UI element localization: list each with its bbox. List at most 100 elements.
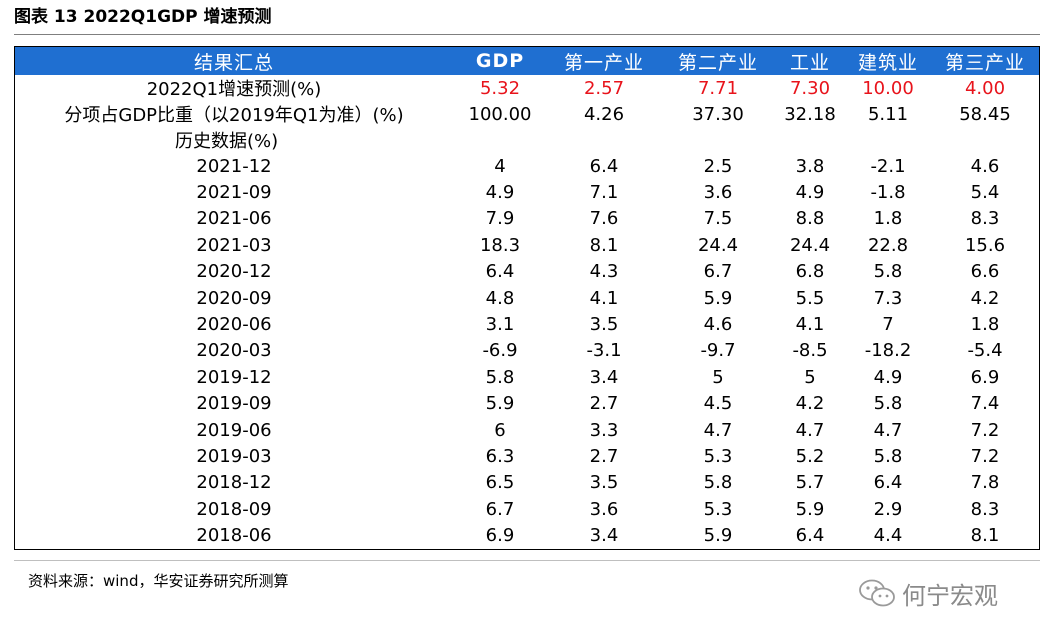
history-secondary: 5.8 (703, 472, 733, 494)
history-period: 2021-12 (196, 155, 272, 177)
history-period: 2019-09 (196, 393, 272, 415)
history-row: 2019-06 6 3.3 4.7 4.7 4.7 7.2 (15, 417, 1039, 443)
history-industry: 6.8 (795, 261, 825, 283)
history-period: 2018-12 (196, 472, 272, 494)
history-tertiary: -5.4 (967, 340, 1003, 362)
history-construction: 2.9 (873, 498, 903, 520)
forecast-label: 2022Q1增速预测(%) (146, 79, 322, 100)
history-industry: 4.1 (795, 313, 825, 335)
history-industry: 6.4 (795, 525, 825, 547)
watermark: 何宁宏观 (858, 576, 998, 610)
history-period: 2019-12 (196, 366, 272, 388)
share-primary: 4.26 (583, 103, 625, 125)
share-construction: 5.11 (867, 103, 909, 125)
history-construction: 4.9 (873, 366, 903, 388)
history-row: 2020-09 4.8 4.1 5.9 5.5 7.3 4.2 (15, 285, 1039, 311)
history-tertiary: 6.6 (970, 261, 1000, 283)
history-gdp: 4 (494, 155, 506, 177)
history-gdp: 5.9 (485, 393, 515, 415)
gdp-forecast-table: 结果汇总 GDP 第一产业 第二产业 工业 建筑业 第三产业 2022Q1增速预… (14, 46, 1040, 550)
history-construction: 5.8 (873, 261, 903, 283)
history-tertiary: 4.6 (970, 155, 1000, 177)
history-primary: 2.7 (589, 445, 619, 467)
history-gdp: 5.8 (485, 366, 515, 388)
history-secondary: 4.7 (703, 419, 733, 441)
history-tertiary: 15.6 (964, 234, 1006, 256)
history-primary: 8.1 (589, 234, 619, 256)
history-period: 2019-03 (196, 445, 272, 467)
history-construction: -2.1 (870, 155, 906, 177)
history-primary: 7.1 (589, 181, 619, 203)
history-industry: 8.8 (795, 208, 825, 230)
history-primary: 3.3 (589, 419, 619, 441)
history-industry: 4.9 (795, 181, 825, 203)
history-label: 历史数据(%) (175, 131, 279, 152)
history-tertiary: 8.1 (970, 525, 1000, 547)
history-row: 2021-06 7.9 7.6 7.5 8.8 1.8 8.3 (15, 206, 1039, 232)
history-gdp: 6.3 (485, 445, 515, 467)
history-industry: 5.5 (795, 287, 825, 309)
history-construction: -18.2 (864, 340, 912, 362)
history-row: 2019-03 6.3 2.7 5.3 5.2 5.8 7.2 (15, 443, 1039, 469)
watermark-text: 何宁宏观 (902, 581, 998, 610)
history-secondary: 5 (712, 366, 724, 388)
wechat-icon (859, 579, 895, 607)
source-note: 资料来源：wind，华安证券研究所测算 (28, 572, 289, 590)
share-secondary: 37.30 (692, 103, 744, 125)
header-construction: 建筑业 (857, 51, 918, 74)
header-tertiary-industry: 第三产业 (944, 51, 1025, 74)
history-secondary: 5.9 (703, 287, 733, 309)
share-gdp: 100.00 (468, 103, 532, 125)
history-tertiary: 4.2 (970, 287, 1000, 309)
history-primary: 4.3 (589, 261, 619, 283)
history-tertiary: 1.8 (970, 313, 1000, 335)
history-row: 2020-06 3.1 3.5 4.6 4.1 7 1.8 (15, 311, 1039, 337)
history-period: 2021-06 (196, 208, 272, 230)
history-tertiary: 7.2 (970, 445, 1000, 467)
forecast-construction: 10.00 (862, 77, 914, 99)
history-industry: 5.7 (795, 472, 825, 494)
forecast-gdp: 5.32 (479, 77, 521, 99)
history-primary: 7.6 (589, 208, 619, 230)
history-row: 2019-09 5.9 2.7 4.5 4.2 5.8 7.4 (15, 391, 1039, 417)
history-row: 2021-09 4.9 7.1 3.6 4.9 -1.8 5.4 (15, 179, 1039, 205)
history-primary: 3.4 (589, 366, 619, 388)
forecast-tertiary: 4.00 (964, 77, 1006, 99)
history-period: 2020-06 (196, 313, 272, 335)
history-row: 2020-12 6.4 4.3 6.7 6.8 5.8 6.6 (15, 259, 1039, 285)
history-tertiary: 7.2 (970, 419, 1000, 441)
history-industry: 24.4 (789, 234, 831, 256)
history-primary: 3.5 (589, 472, 619, 494)
history-secondary: -9.7 (700, 340, 736, 362)
forecast-secondary: 7.71 (697, 77, 739, 99)
history-period: 2018-09 (196, 498, 272, 520)
history-period: 2021-09 (196, 181, 272, 203)
history-primary: 3.5 (589, 313, 619, 335)
history-industry: 3.8 (795, 155, 825, 177)
history-period: 2021-03 (196, 234, 272, 256)
history-tertiary: 6.9 (970, 366, 1000, 388)
header-gdp: GDP (475, 50, 525, 72)
history-construction: 1.8 (873, 208, 903, 230)
history-primary: -3.1 (586, 340, 622, 362)
share-tertiary: 58.45 (959, 103, 1011, 125)
history-secondary: 5.3 (703, 445, 733, 467)
history-secondary: 4.5 (703, 393, 733, 415)
history-gdp: 4.9 (485, 181, 515, 203)
history-secondary: 5.3 (703, 498, 733, 520)
history-construction: 5.8 (873, 393, 903, 415)
header-summary: 结果汇总 (193, 51, 274, 74)
history-industry: 5.2 (795, 445, 825, 467)
header-secondary-industry: 第二产业 (677, 51, 758, 74)
history-row: 2021-12 4 6.4 2.5 3.8 -2.1 4.6 (15, 153, 1039, 179)
history-industry: 4.7 (795, 419, 825, 441)
history-gdp: 6 (494, 419, 506, 441)
history-construction: 6.4 (873, 472, 903, 494)
history-gdp: 6.5 (485, 472, 515, 494)
history-row: 2019-12 5.8 3.4 5 5 4.9 6.9 (15, 364, 1039, 390)
history-secondary: 24.4 (697, 234, 739, 256)
header-industry: 工业 (789, 51, 830, 74)
history-tertiary: 7.4 (970, 393, 1000, 415)
history-gdp: 7.9 (485, 208, 515, 230)
history-gdp: 3.1 (485, 313, 515, 335)
